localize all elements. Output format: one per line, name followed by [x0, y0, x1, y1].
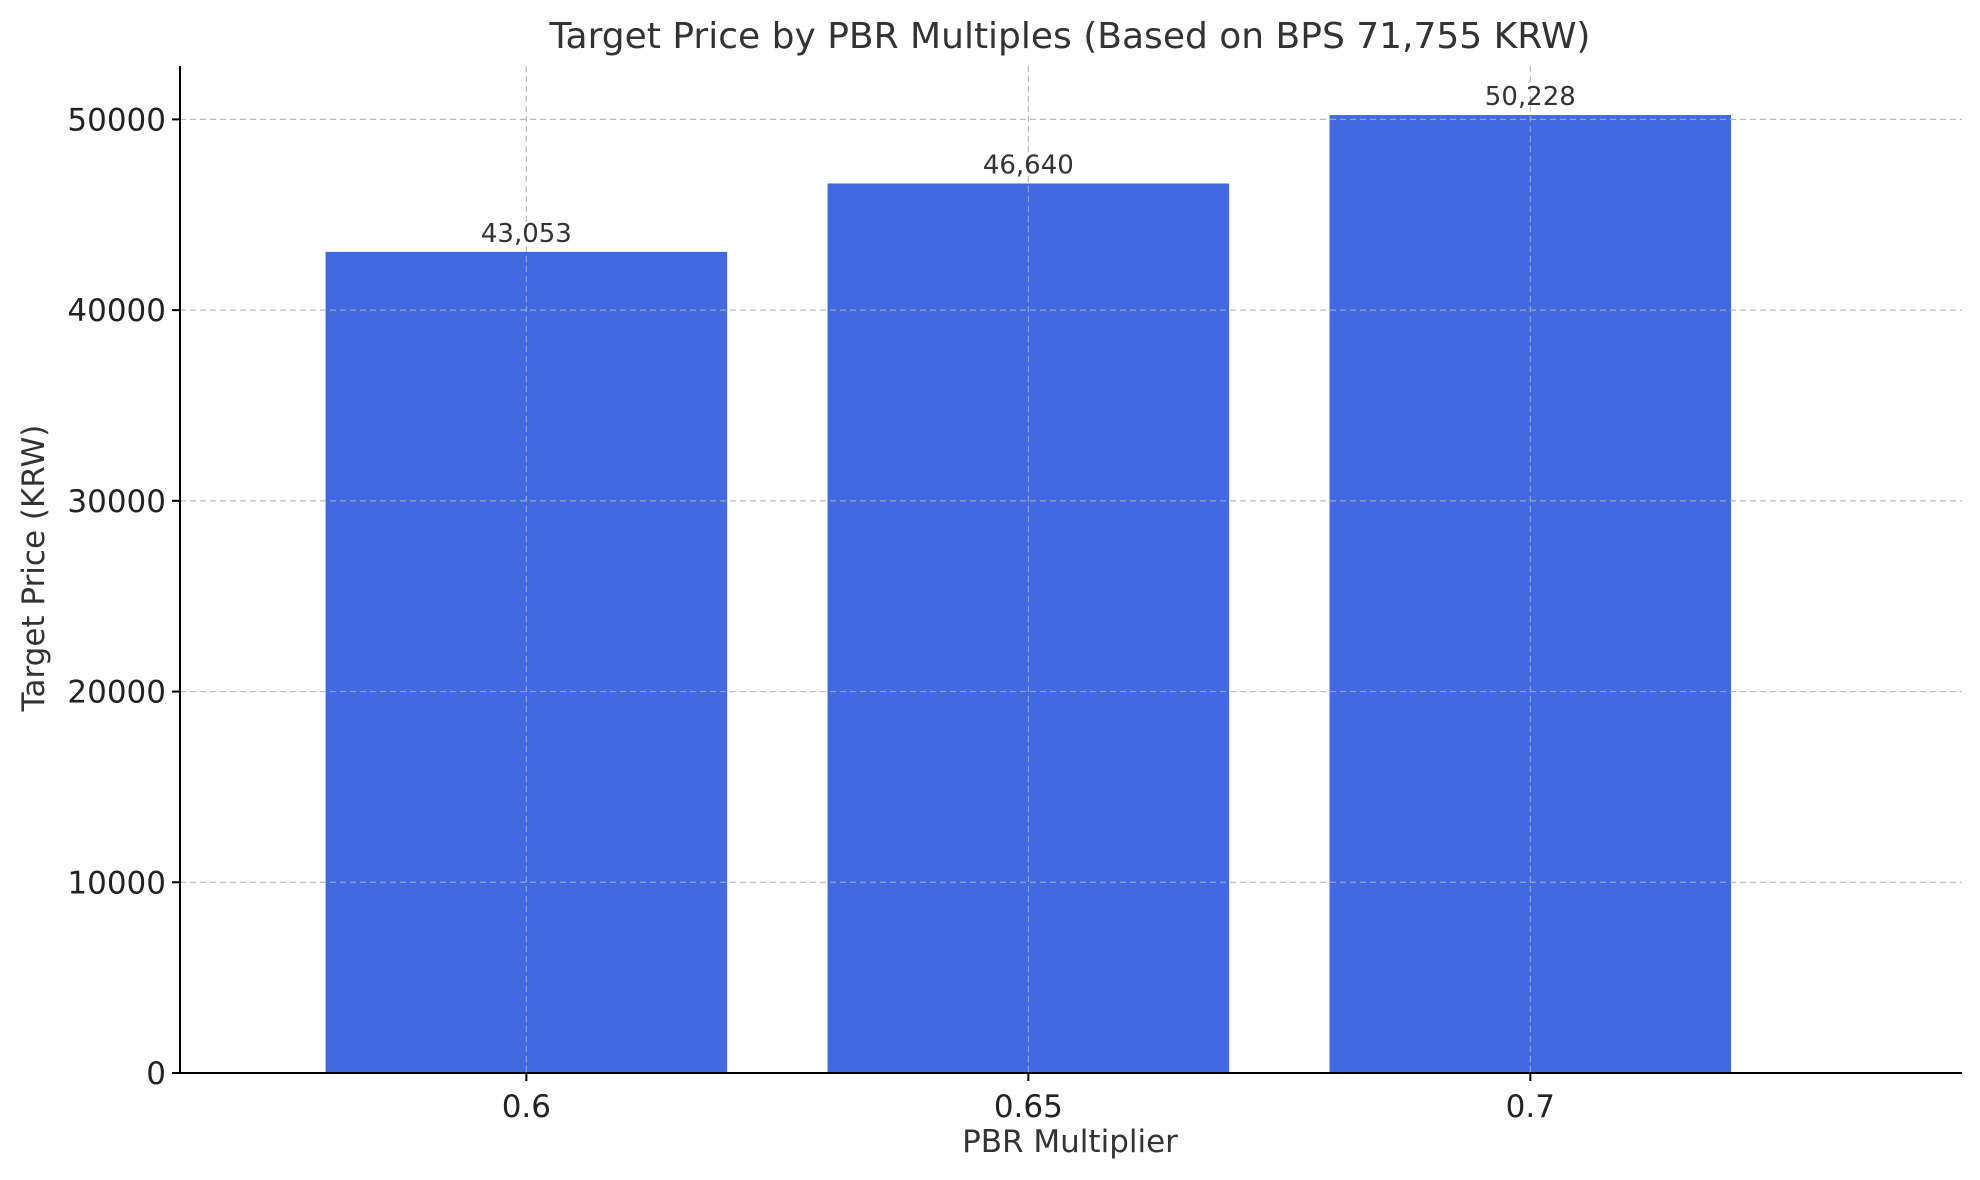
y-tick-label: 40000: [67, 293, 166, 329]
y-tick-label: 30000: [67, 484, 166, 520]
y-tick-label: 20000: [67, 675, 166, 711]
bar-value-label: 43,053: [481, 219, 572, 249]
bar-0.7: [1329, 115, 1732, 1074]
chart-title: Target Price by PBR Multiples (Based on …: [549, 16, 1591, 57]
y-tick-label: 50000: [67, 102, 166, 138]
x-tick-label: 0.7: [1506, 1089, 1555, 1125]
bar-value-labels: 43,053 46,640 50,228: [481, 82, 1576, 249]
x-axis-label: PBR Multiplier: [962, 1124, 1178, 1160]
bar-value-label: 46,640: [983, 150, 1074, 180]
y-axis-label: Target Price (KRW): [16, 425, 52, 713]
x-tick-label: 0.6: [502, 1089, 551, 1125]
y-tick-label: 0: [146, 1056, 166, 1092]
tick-labels: 0 10000 20000 30000 40000 50000 0.6 0.65 0.7: [67, 102, 1555, 1125]
axes: [172, 66, 1962, 1081]
y-tick-label: 10000: [67, 865, 166, 901]
grid-lines: [180, 66, 1962, 1073]
x-tick-label: 0.65: [994, 1089, 1063, 1125]
bar-value-label: 50,228: [1485, 82, 1576, 112]
